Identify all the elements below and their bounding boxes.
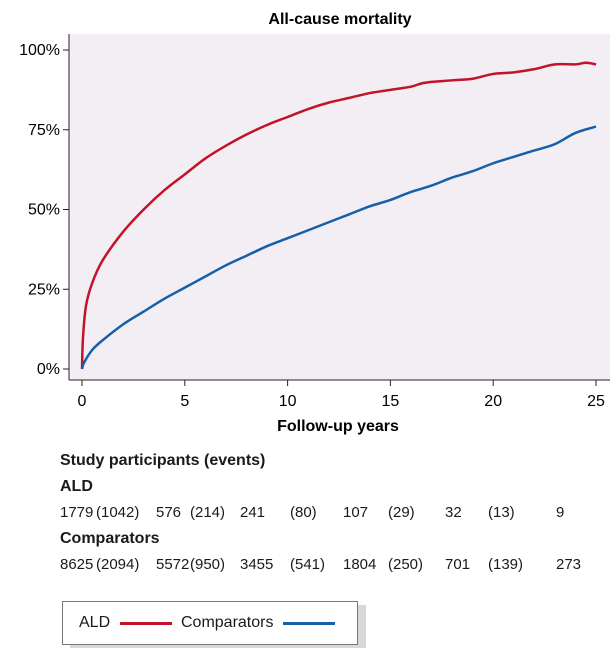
risk-cell: (541) [290, 556, 326, 573]
risk-cell: 1804 [343, 556, 377, 573]
x-tick-label: 25 [587, 393, 605, 410]
risk-cell: 1779 [60, 504, 94, 521]
legend-item-comparators: Comparators [181, 602, 336, 644]
x-tick-label: 5 [180, 393, 189, 410]
y-tick-label: 50% [28, 202, 60, 219]
risk-cell: 701 [445, 556, 471, 573]
risk-cell: (80) [290, 504, 317, 521]
risk-cell: 241 [240, 504, 266, 521]
y-tick-label: 100% [19, 42, 60, 59]
legend: ALD Comparators [62, 601, 358, 645]
risk-cell: 9 [556, 504, 565, 521]
y-tick-label: 0% [37, 361, 60, 378]
mortality-chart: All-cause mortality 0% 25% 50% 75% 100% 0 5 10… [19, 11, 610, 435]
risk-cell: 107 [343, 504, 369, 521]
risk-cell: (13) [488, 504, 515, 521]
risk-group-comparators-label: Comparators [60, 530, 160, 547]
risk-row-ald: 1779 (1042) 576 (214) 241 (80) 107 (29) 32 (13) 9 [60, 500, 614, 526]
legend-label-ald: ALD [79, 614, 111, 631]
legend-swatch-comparators [283, 621, 336, 625]
x-tick-label: 15 [382, 393, 400, 410]
risk-table-heading: Study participants (events) [60, 452, 266, 469]
risk-cell: (214) [190, 504, 226, 521]
y-tick-label: 25% [28, 281, 60, 298]
x-tick-label: 20 [484, 393, 502, 410]
x-axis-title: Follow-up years [277, 418, 399, 435]
chart-title: All-cause mortality [268, 11, 411, 28]
risk-cell: (2094) [96, 556, 140, 573]
x-tick-label: 0 [78, 393, 87, 410]
series-line-comparators [80, 125, 597, 370]
x-ticks: 0 5 10 15 20 25 [78, 380, 605, 410]
risk-group-ald-label: ALD [60, 478, 93, 495]
legend-label-comparators: Comparators [181, 614, 274, 631]
risk-cell: 8625 [60, 556, 94, 573]
risk-cell: 576 [156, 504, 182, 521]
legend-swatch-ald [120, 621, 173, 625]
risk-row-comparators: 8625 (2094) 5572 (950) 3455 (541) 1804 (250) 701… [60, 552, 614, 578]
plot-area [69, 34, 610, 380]
risk-cell: (250) [388, 556, 424, 573]
risk-cell: 5572 [156, 556, 190, 573]
x-tick-label: 10 [279, 393, 297, 410]
risk-cell: 3455 [240, 556, 274, 573]
risk-cell: (1042) [96, 504, 140, 521]
risk-cell: 273 [556, 556, 582, 573]
y-ticks: 0% 25% 50% 75% 100% [19, 42, 69, 378]
legend-item-ald: ALD [79, 602, 173, 644]
risk-table: Study participants (events) ALD 1779 (104… [60, 448, 614, 578]
risk-cell: (139) [488, 556, 524, 573]
series-group [80, 61, 597, 370]
risk-cell: (29) [388, 504, 415, 521]
axes [68, 34, 610, 381]
series-line-ald [80, 61, 597, 370]
risk-cell: 32 [445, 504, 462, 521]
y-tick-label: 75% [28, 122, 60, 139]
risk-cell: (950) [190, 556, 226, 573]
